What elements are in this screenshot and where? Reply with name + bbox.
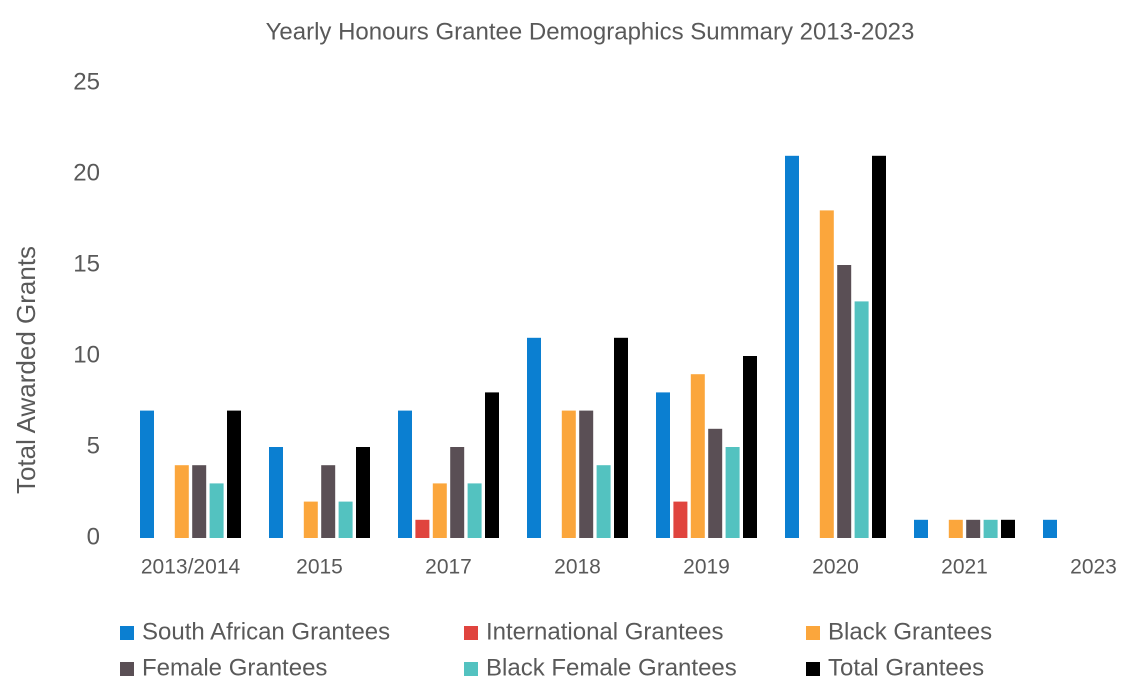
legend-label: International Grantees <box>486 618 723 645</box>
x-tick-label: 2017 <box>425 556 472 579</box>
y-tick-label: 10 <box>73 341 100 368</box>
legend-swatch <box>806 626 820 640</box>
y-tick-label: 15 <box>73 250 100 277</box>
legend-swatch <box>120 626 134 640</box>
bar <box>356 447 370 538</box>
legend-label: Female Grantees <box>142 654 327 681</box>
bar <box>690 374 705 538</box>
x-tick-label: 2015 <box>296 556 343 579</box>
bar <box>614 337 628 538</box>
legend-label: South African Grantees <box>142 618 390 645</box>
y-tick-label: 0 <box>87 523 100 550</box>
bar <box>673 501 688 538</box>
bar <box>398 410 412 538</box>
legend-label: Total Grantees <box>828 654 984 681</box>
bar <box>872 155 886 539</box>
legend-label: Black Female Grantees <box>486 654 737 681</box>
bar <box>209 483 224 538</box>
bar <box>140 410 154 538</box>
bar <box>725 447 740 538</box>
x-tick-label: 2021 <box>941 556 988 579</box>
bar <box>467 483 482 538</box>
legend-swatch <box>806 662 820 676</box>
bar <box>837 265 852 538</box>
bar <box>983 519 998 538</box>
legend-label: Black Grantees <box>828 618 992 645</box>
bar <box>966 519 981 538</box>
bar <box>743 356 757 538</box>
bar <box>596 465 611 538</box>
bar <box>579 410 594 538</box>
bar <box>415 519 430 538</box>
legend-swatch <box>464 626 478 640</box>
bar <box>338 501 353 538</box>
y-axis-label: Total Awarded Grants <box>11 246 41 494</box>
bar <box>174 465 189 538</box>
bar <box>948 519 963 538</box>
x-tick-label: 2013/2014 <box>141 556 241 579</box>
bar <box>485 392 499 538</box>
bar <box>321 465 336 538</box>
bar <box>450 447 465 538</box>
x-tick-label: 2023 <box>1070 556 1117 579</box>
chart-title: Yearly Honours Grantee Demographics Summ… <box>266 18 915 45</box>
x-tick-label: 2019 <box>683 556 730 579</box>
bar <box>854 301 869 538</box>
bar <box>1001 519 1015 538</box>
bar <box>1043 519 1057 538</box>
bar <box>227 410 241 538</box>
x-tick-label: 2020 <box>812 556 859 579</box>
y-tick-label: 25 <box>73 68 100 95</box>
bar <box>561 410 576 538</box>
legend-swatch <box>120 662 134 676</box>
bar <box>819 210 834 538</box>
legend-swatch <box>464 662 478 676</box>
bar <box>192 465 207 538</box>
bar <box>269 447 283 538</box>
bar <box>527 337 541 538</box>
bar <box>303 501 318 538</box>
x-tick-label: 2018 <box>554 556 601 579</box>
bar <box>785 155 799 539</box>
y-tick-label: 5 <box>87 432 100 459</box>
bar <box>914 519 928 538</box>
bar <box>432 483 447 538</box>
bar <box>708 428 723 538</box>
bar <box>656 392 670 538</box>
y-tick-label: 20 <box>73 159 100 186</box>
